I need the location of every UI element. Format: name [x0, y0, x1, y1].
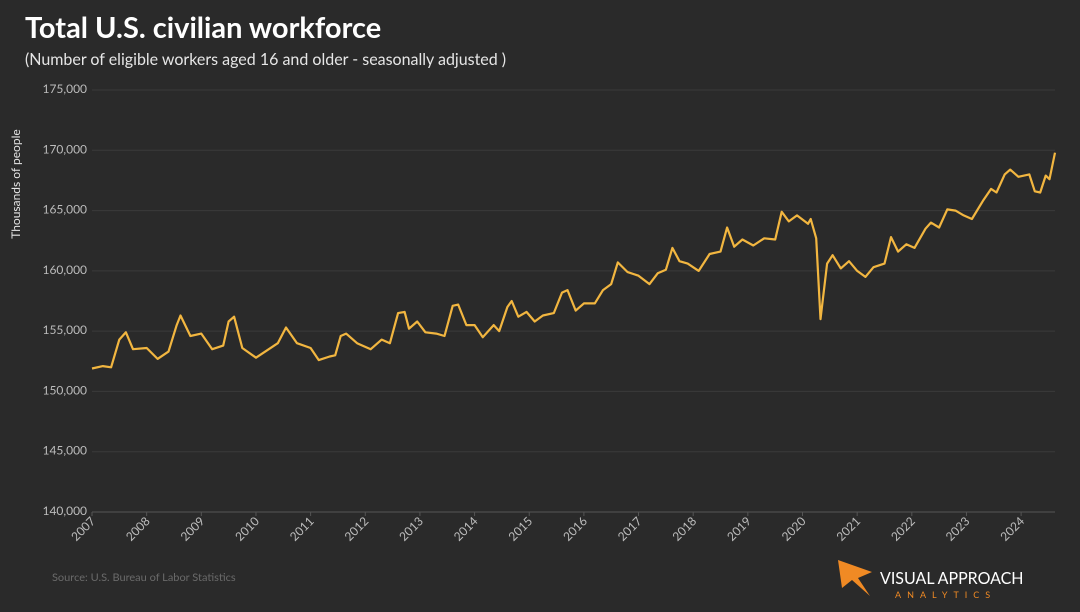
y-tick-label: 155,000: [43, 322, 88, 337]
y-tick-label: 150,000: [43, 382, 88, 397]
y-tick-label: 170,000: [43, 141, 88, 156]
y-tick-label: 145,000: [43, 443, 88, 458]
y-tick-label: 165,000: [43, 202, 88, 217]
y-tick-label: 175,000: [43, 81, 88, 96]
chart-title: Total U.S. civilian workforce: [25, 10, 381, 45]
logo: VISUAL APPROACH ANALYTICS: [838, 560, 1024, 600]
y-tick-label: 140,000: [43, 503, 88, 518]
y-tick-label: 160,000: [43, 262, 88, 277]
logo-icon: [838, 560, 872, 596]
source: Source: U.S. Bureau of Labor Statistics: [52, 571, 236, 584]
logo-tagline: ANALYTICS: [895, 589, 996, 600]
data-line: [91, 152, 1057, 370]
chart-subtitle: (Number of eligible workers aged 16 and …: [25, 50, 506, 69]
logo-name: VISUAL APPROACH: [880, 569, 1024, 588]
y-axis-label: Thousands of people: [8, 129, 23, 239]
